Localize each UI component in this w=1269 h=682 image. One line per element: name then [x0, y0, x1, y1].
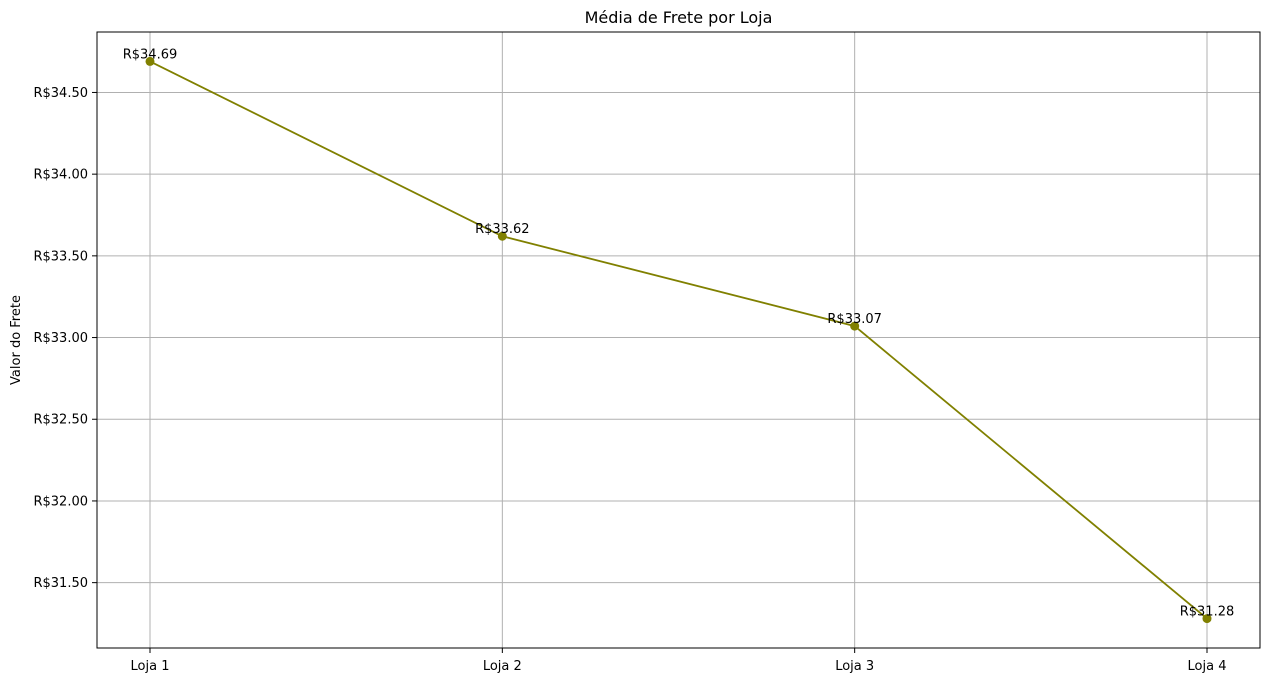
x-tick-label: Loja 3: [835, 659, 874, 674]
x-tick-label: Loja 2: [483, 659, 522, 674]
data-point: [1202, 614, 1212, 624]
y-tick-label: R$33.00: [33, 331, 88, 346]
data-points: [145, 56, 1212, 624]
y-tick-label: R$34.50: [33, 86, 88, 101]
data-label: R$33.07: [827, 312, 882, 327]
y-axis-label: Valor do Frete: [9, 295, 24, 385]
data-labels: R$34.69 R$33.62 R$33.07 R$31.28: [123, 47, 1235, 619]
axis-ticks: Loja 1 Loja 2 Loja 3 Loja 4 R$31.50 R$32.00 R$…: [33, 86, 1226, 674]
x-tick-label: Loja 1: [131, 659, 170, 674]
y-tick-label: R$33.50: [33, 249, 88, 264]
data-label: R$33.62: [475, 222, 530, 237]
grid: [97, 32, 1260, 648]
data-point: [497, 231, 507, 241]
data-label: R$31.28: [1180, 605, 1235, 620]
data-label: R$34.69: [123, 47, 178, 62]
data-point: [145, 56, 155, 66]
y-tick-label: R$34.00: [33, 168, 88, 183]
series-line: [149, 60, 1208, 620]
series-line-group: [149, 60, 1208, 620]
data-point: [850, 321, 860, 331]
y-tick-label: R$32.00: [33, 494, 88, 509]
plot-area-frame: [96, 31, 1261, 649]
chart-title: Média de Frete por Loja: [585, 8, 773, 27]
y-tick-label: R$31.50: [33, 576, 88, 591]
x-tick-label: Loja 4: [1188, 659, 1227, 674]
y-tick-label: R$32.50: [33, 413, 88, 428]
